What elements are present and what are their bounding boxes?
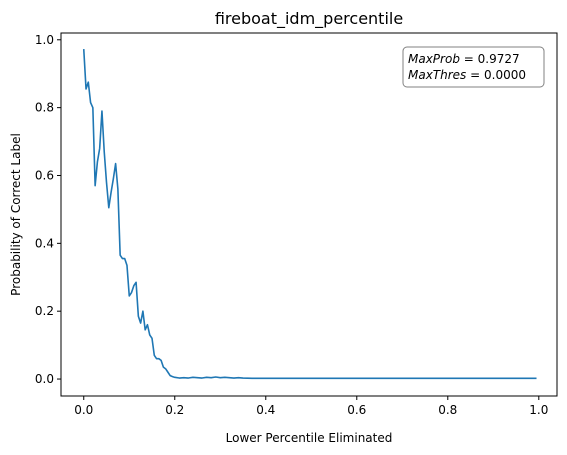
x-tick-label: 0.8 [438,403,457,417]
axes-frame [60,32,558,397]
y-tick-label: 0.0 [35,372,54,386]
y-tick-label: 0.4 [35,236,54,250]
annotation-box: MaxProb = 0.9727 MaxThres = 0.0000 [402,46,545,88]
annotation-line-1: MaxProb = 0.9727 [408,52,520,66]
x-tick-label: 0.0 [74,403,93,417]
series-line [82,49,537,380]
annotation-maxprob-value: = 0.9727 [460,52,520,66]
x-axis-ticks: 0.0 0.2 0.4 0.6 0.8 1.0 [74,396,548,417]
annotation-maxthres-value: = 0.0000 [466,68,526,82]
y-axis-label: Probability of Correct Label [9,133,23,296]
y-tick-label: 0.6 [35,168,54,182]
annotation-maxprob-label: MaxProb [408,52,460,66]
y-tick-label: 0.8 [35,101,54,115]
x-tick-label: 0.4 [256,403,275,417]
plot-area [60,32,558,397]
annotation-maxthres-label: MaxThres [408,68,466,82]
y-tick-label: 1.0 [35,33,54,47]
annotation-frame [402,46,545,88]
x-tick-label: 0.6 [347,403,366,417]
y-tick-label: 0.2 [35,304,54,318]
x-tick-label: 0.2 [165,403,184,417]
y-axis-ticks: 0.0 0.2 0.4 0.6 0.8 1.0 [35,33,61,386]
x-tick-label: 1.0 [529,403,548,417]
x-axis-label: Lower Percentile Eliminated [226,431,393,445]
annotation-line-2: MaxThres = 0.0000 [408,68,526,82]
chart-title: fireboat_idm_percentile [215,9,403,29]
